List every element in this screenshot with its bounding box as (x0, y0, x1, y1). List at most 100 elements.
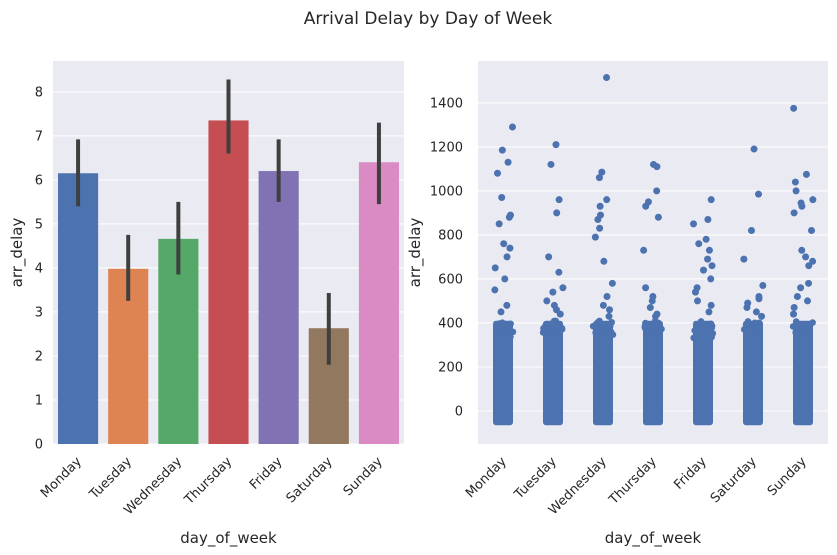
strip-point (755, 295, 763, 303)
strip-point (499, 324, 507, 331)
strip-point (641, 322, 649, 330)
strip-point (744, 318, 752, 325)
strip-point (494, 169, 502, 177)
strip-point (798, 202, 806, 210)
strip-point (759, 282, 767, 290)
strip-point (600, 321, 607, 329)
strip-point (608, 328, 615, 336)
strip-monday (491, 123, 517, 426)
strip-point (545, 253, 553, 261)
strip-point (603, 293, 611, 301)
strip-point (790, 104, 798, 112)
y-tick-label: 3 (35, 305, 43, 320)
y-tick-label: 1 (35, 393, 43, 408)
strip-point (805, 279, 813, 287)
strip-point (790, 209, 798, 217)
strip-point (700, 266, 708, 274)
strip-point (751, 319, 759, 327)
strip-point (705, 322, 712, 330)
strip-point (596, 224, 604, 232)
y-tick-label: 4 (35, 261, 43, 276)
x-tick-label: Friday (671, 454, 710, 493)
strip-point (551, 333, 559, 340)
strip-point (558, 326, 566, 333)
strip-point (791, 178, 799, 186)
strip-point (594, 215, 602, 223)
strip-point (600, 257, 608, 265)
strip-point (495, 220, 503, 228)
x-tick-label: Saturday (708, 454, 760, 506)
strip-point (507, 333, 514, 341)
strip-point (506, 244, 514, 252)
strip-point (555, 268, 563, 276)
strip-point (697, 324, 704, 332)
strip-point (491, 286, 499, 294)
strip-point (802, 170, 810, 178)
strip-point (596, 202, 604, 210)
strip-saturday (740, 145, 767, 426)
strip-dense-band (643, 320, 663, 426)
strip-point (559, 284, 567, 292)
strip-point (503, 301, 511, 309)
strip-point (596, 317, 603, 325)
x-tick-label: Thursday (181, 454, 235, 508)
strip-point (545, 329, 553, 336)
strip-point (705, 246, 713, 254)
strip-point (603, 74, 611, 82)
strip-friday (690, 196, 717, 426)
strip-point (805, 262, 813, 270)
strip-point (797, 284, 805, 292)
y-axis-label: arr_delay (406, 218, 425, 288)
bar-thursday (208, 120, 249, 445)
strip-point (695, 240, 703, 248)
strip-point (743, 333, 751, 340)
strip-point (599, 301, 607, 309)
strip-point (798, 333, 806, 340)
strip-point (595, 174, 603, 182)
strip-point (552, 317, 560, 325)
strip-point (792, 318, 800, 325)
strip-wednesday (589, 74, 617, 426)
strip-point (500, 240, 508, 248)
strip-point (606, 306, 614, 314)
strip-point (693, 297, 701, 305)
y-tick-label: 200 (438, 360, 463, 375)
strip-point (708, 262, 716, 270)
strip-point (802, 253, 810, 261)
strip-point (750, 145, 758, 153)
strip-point (654, 213, 662, 221)
strip-point (702, 327, 709, 335)
strip-point (691, 288, 699, 296)
x-tick-label: Tuesday (86, 454, 135, 503)
strip-point (654, 326, 661, 334)
strip-point (803, 297, 811, 305)
y-tick-label: 6 (35, 173, 43, 188)
strip-point (642, 202, 650, 210)
y-tick-label: 1400 (430, 96, 463, 111)
strip-point (608, 279, 616, 287)
y-tick-label: 7 (35, 129, 43, 144)
y-tick-label: 0 (455, 404, 463, 419)
strip-point (809, 196, 817, 204)
strip-point (598, 168, 606, 176)
strip-point (790, 304, 798, 312)
x-tick-label: Saturday (284, 454, 336, 506)
x-axis-label: day_of_week (605, 529, 702, 548)
strip-point (589, 322, 597, 330)
strip-thursday (640, 160, 665, 426)
y-tick-label: 600 (438, 272, 463, 287)
y-tick-label: 8 (35, 85, 43, 100)
strip-point (508, 123, 516, 131)
x-tick-label: Monday (463, 454, 510, 501)
strip-dense-band (543, 320, 563, 426)
strip-dense-band (743, 320, 763, 426)
y-tick-label: 1000 (430, 184, 463, 199)
bar-monday (58, 173, 99, 445)
strip-point (652, 312, 660, 320)
strip-point (691, 327, 699, 334)
strip-point (553, 209, 561, 217)
strip-point (707, 329, 715, 336)
strip-point (498, 146, 506, 154)
strip-point (653, 187, 661, 195)
